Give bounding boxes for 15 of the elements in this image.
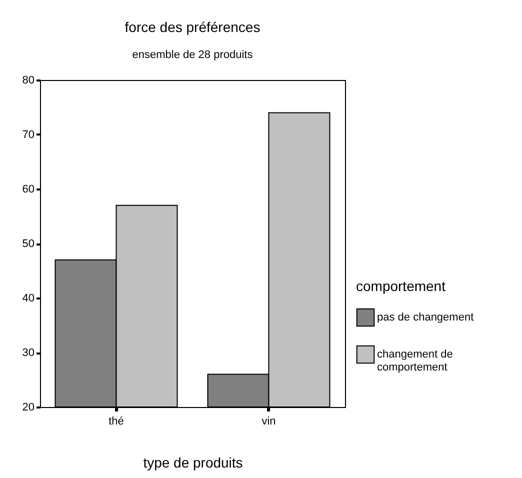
y-tick-label: 50 — [22, 238, 34, 250]
chart-title: force des préférences — [124, 19, 260, 35]
y-tick-label: 30 — [22, 347, 34, 359]
y-tick-label: 20 — [22, 402, 34, 414]
y-tick-label: 70 — [22, 129, 34, 141]
chart-subtitle: ensemble de 28 produits — [132, 49, 254, 61]
y-tick-label: 60 — [22, 184, 34, 196]
x-axis-title: type de produits — [143, 454, 243, 470]
y-tick-label: 80 — [22, 74, 34, 86]
x-tick-label: thé — [108, 416, 124, 428]
legend-label: changement de comportement — [377, 348, 453, 374]
x-tick-label: vin — [262, 416, 276, 428]
legend-title: comportement — [356, 278, 446, 294]
legend-label: pas de changement — [377, 312, 474, 324]
y-tick-label: 40 — [22, 292, 34, 304]
